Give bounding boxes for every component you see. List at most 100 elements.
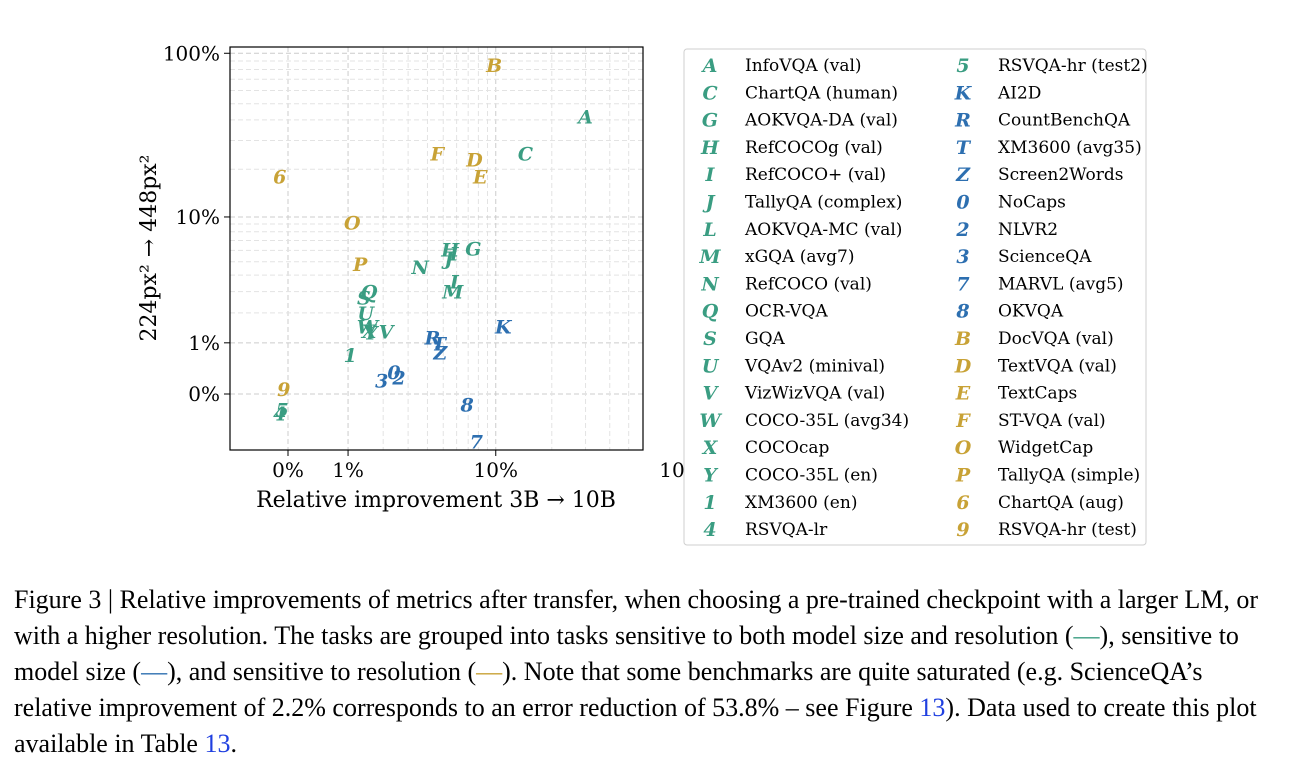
legend-key-D: D <box>954 355 972 377</box>
legend-label-2: NLVR2 <box>998 220 1058 240</box>
data-point-M: M <box>441 282 464 304</box>
data-point-6: 6 <box>273 167 286 189</box>
x-tick-label: 10% <box>474 458 518 482</box>
caption-text-3: ), and sensitive to resolution ( <box>167 657 477 686</box>
legend-key-C: C <box>702 82 717 104</box>
chart-grid <box>230 47 643 450</box>
legend-label-N: RefCOCO (val) <box>745 274 872 294</box>
data-point-B: B <box>485 55 502 77</box>
caption-text-4: ). Note that some benchmarks are quite s… <box>14 657 1203 722</box>
legend-label-Y: COCO-35L (en) <box>745 466 878 486</box>
legend-key-G: G <box>702 110 718 132</box>
legend-label-V: VizWizVQA (val) <box>744 384 885 404</box>
legend-key-T: T <box>956 137 972 159</box>
legend-label-M: xGQA (avg7) <box>745 247 855 267</box>
x-tick-label: 1% <box>332 458 364 482</box>
legend-key-8: 8 <box>955 301 969 323</box>
legend-label-7: MARVL (avg5) <box>998 274 1124 294</box>
caption-text-2: ), sensitive to model size ( <box>14 621 1239 686</box>
caption-marker-model: — <box>141 657 168 686</box>
data-point-H: H <box>440 239 460 261</box>
data-point-0: 0 <box>387 362 400 384</box>
legend-label-8: OKVQA <box>998 302 1064 322</box>
legend-label-S: GQA <box>745 329 786 349</box>
data-point-V: V <box>379 322 396 344</box>
legend-label-U: VQAv2 (minival) <box>744 356 885 376</box>
legend-label-D: TextVQA (val) <box>998 356 1117 376</box>
data-point-1: 1 <box>344 345 357 367</box>
legend-key-S: S <box>703 328 717 350</box>
data-point-9: 9 <box>277 379 290 401</box>
legend-label-W: COCO-35L (avg34) <box>745 411 909 431</box>
data-point-R: R <box>424 327 441 349</box>
plot-frame <box>229 46 644 451</box>
legend-label-Q: OCR-VQA <box>745 302 828 322</box>
legend-label-B: DocVQA (val) <box>998 329 1114 349</box>
legend-key-B: B <box>954 328 971 350</box>
legend-key-H: H <box>700 137 720 159</box>
legend-label-E: TextCaps <box>998 384 1077 404</box>
data-point-D: D <box>465 149 483 171</box>
legend-key-N: N <box>700 273 719 295</box>
legend-key-F: F <box>955 410 971 432</box>
legend-label-I: RefCOCO+ (val) <box>745 165 886 185</box>
legend-label-H: RefCOCOg (val) <box>745 138 883 158</box>
legend-key-L: L <box>702 219 716 241</box>
legend-label-3: ScienceQA <box>998 247 1092 267</box>
legend-key-V: V <box>703 383 720 405</box>
legend-label-5: RSVQA-hr (test2) <box>998 56 1148 76</box>
legend-label-G: AOKVQA-DA (val) <box>744 111 898 131</box>
figure-caption: Figure 3 | Relative improvements of metr… <box>14 582 1278 762</box>
legend-key-2: 2 <box>955 219 969 241</box>
legend-key-W: W <box>699 410 722 432</box>
legend-key-4: 4 <box>703 519 716 541</box>
legend-key-3: 3 <box>956 246 969 268</box>
legend-key-X: X <box>702 437 719 459</box>
caption-text-1: Figure 3 | Relative improvements of metr… <box>14 585 1259 650</box>
data-point-3: 3 <box>375 371 388 393</box>
legend-key-R: R <box>954 110 971 132</box>
data-point-O: O <box>344 213 361 235</box>
data-point-K: K <box>494 316 513 338</box>
legend-label-O: WidgetCap <box>998 438 1093 458</box>
legend-key-6: 6 <box>956 492 969 514</box>
data-point-G: G <box>465 238 481 260</box>
data-point-S: S <box>357 287 371 309</box>
table-13-link[interactable]: 13 <box>204 729 231 758</box>
data-point-T: T <box>432 334 448 356</box>
legend-key-M: M <box>698 246 721 268</box>
caption-marker-res: — <box>476 657 503 686</box>
data-point-L: L <box>449 271 463 293</box>
caption-text-5: ). Data used to create this plot availab… <box>14 693 1257 758</box>
data-point-P: P <box>352 254 368 276</box>
legend-box <box>683 48 1147 546</box>
legend-key-K: K <box>954 82 973 104</box>
legend-key-P: P <box>955 465 971 487</box>
legend-key-I: I <box>705 164 716 186</box>
data-point-Q: Q <box>361 282 378 304</box>
legend-key-5: 5 <box>956 55 969 77</box>
legend-label-9: RSVQA-hr (test) <box>998 520 1137 540</box>
legend-label-C: ChartQA (human) <box>745 83 898 103</box>
y-axis-label: 224px² → 448px² <box>137 154 162 341</box>
data-point-A: A <box>576 106 593 128</box>
legend-label-A: InfoVQA (val) <box>745 56 862 76</box>
legend-key-O: O <box>955 437 972 459</box>
data-point-J: J <box>441 248 455 270</box>
legend-label-J: TallyQA (complex) <box>745 193 902 213</box>
legend-key-E: E <box>955 383 971 405</box>
legend-label-6: ChartQA (aug) <box>998 493 1124 513</box>
y-tick-label: 10% <box>176 205 220 229</box>
caption-text-6: . <box>230 729 237 758</box>
y-tick-label: 100% <box>163 41 220 65</box>
data-point-U: U <box>357 303 375 325</box>
legend-label-1: XM3600 (en) <box>745 493 857 513</box>
legend-key-J: J <box>703 192 717 214</box>
data-point-I: I <box>449 244 460 266</box>
legend-key-U: U <box>702 355 720 377</box>
legend-label-L: AOKVQA-MC (val) <box>744 220 902 240</box>
legend-label-T: XM3600 (avg35) <box>998 138 1142 158</box>
figure-13-link[interactable]: 13 <box>919 693 946 722</box>
legend-label-X: COCOcap <box>745 438 830 458</box>
